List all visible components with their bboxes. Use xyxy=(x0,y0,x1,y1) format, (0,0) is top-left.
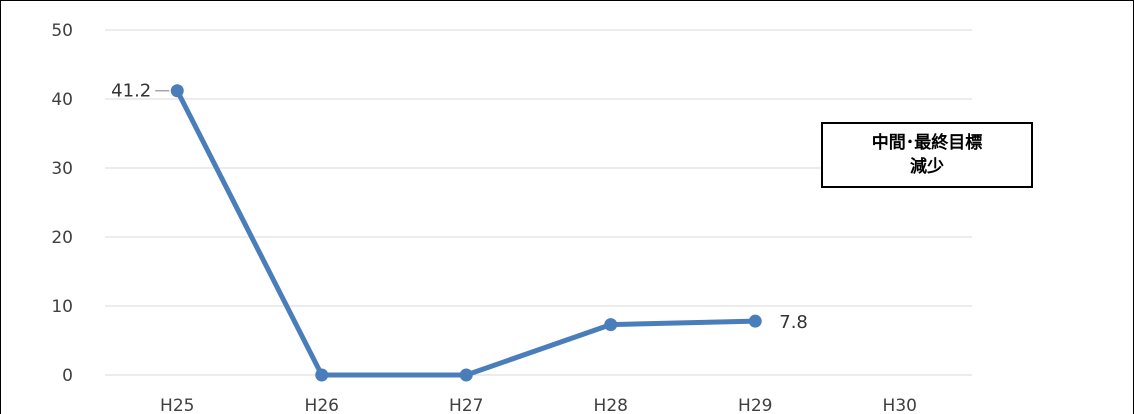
x-tick-label-H28: H28 xyxy=(594,396,628,414)
target-annotation-line2: 減少 xyxy=(910,157,944,177)
target-annotation-line1: 中間･最終目標 xyxy=(871,133,983,153)
data-point-H29 xyxy=(748,314,762,328)
y-tick-label-40: 40 xyxy=(51,90,73,110)
data-point-H28 xyxy=(604,318,618,332)
x-tick-label-H30: H30 xyxy=(883,396,917,414)
x-tick-label-H25: H25 xyxy=(160,396,194,414)
data-point-H26 xyxy=(315,368,329,382)
x-tick-label-H26: H26 xyxy=(305,396,339,414)
y-tick-label-10: 10 xyxy=(51,297,73,317)
data-label-H25: 41.2 xyxy=(111,81,151,102)
data-point-H27 xyxy=(459,368,473,382)
x-tick-label-H27: H27 xyxy=(449,396,483,414)
data-label-H29: 7.8 xyxy=(779,312,808,333)
series-line xyxy=(174,88,758,378)
y-tick-label-0: 0 xyxy=(62,366,73,386)
y-tick-label-30: 30 xyxy=(51,159,73,179)
y-tick-label-20: 20 xyxy=(51,228,73,248)
y-tick-label-50: 50 xyxy=(51,21,73,41)
x-tick-label-H29: H29 xyxy=(738,396,772,414)
target-annotation-box: 中間･最終目標 減少 xyxy=(821,122,1033,188)
data-point-H25 xyxy=(170,84,184,98)
